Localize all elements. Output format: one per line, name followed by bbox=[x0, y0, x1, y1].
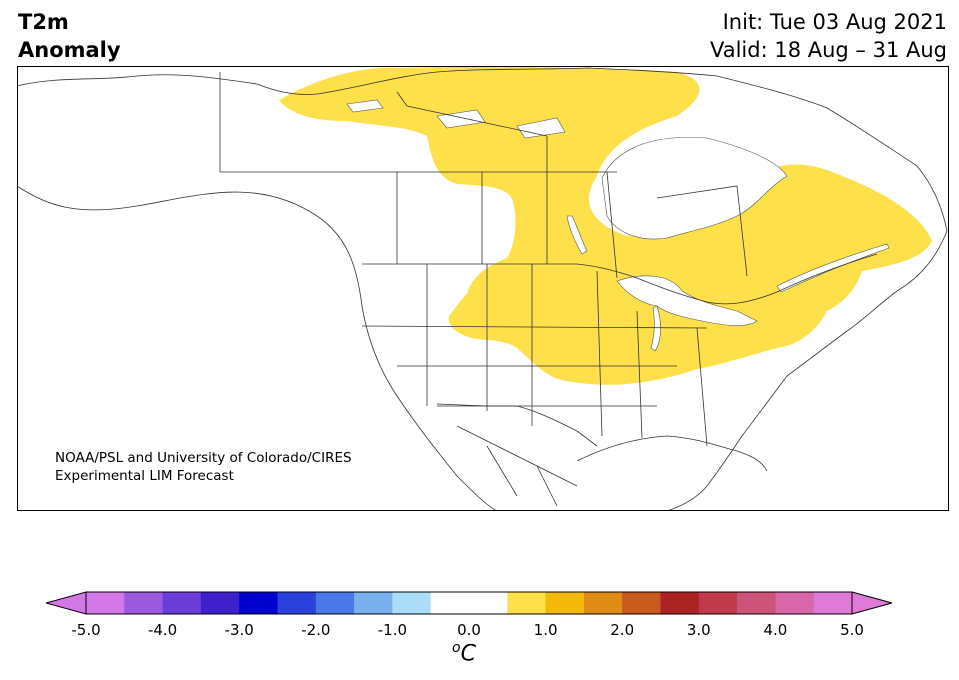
canada-prov-4 bbox=[606, 171, 618, 279]
us-state-col-5 bbox=[636, 310, 643, 439]
colorbar-bins bbox=[86, 592, 853, 614]
colorbar-bin-13 bbox=[583, 592, 623, 614]
colorbar-frame bbox=[85, 591, 853, 615]
anomaly-region-west bbox=[577, 84, 609, 101]
colorbar-bin-3 bbox=[200, 592, 240, 614]
hudson-bay bbox=[601, 137, 788, 240]
northern-lakes-2 bbox=[436, 109, 486, 129]
colorbar-bin-4 bbox=[239, 592, 278, 614]
init-date: Init: Tue 03 Aug 2021 bbox=[722, 10, 947, 34]
colorbar-bin-7 bbox=[354, 592, 393, 614]
title-line-2: Anomaly bbox=[18, 38, 121, 62]
colorbar-bin-19 bbox=[813, 592, 853, 614]
colorbar-bin-2 bbox=[162, 592, 202, 614]
map-frame bbox=[17, 66, 949, 511]
nunavut-line bbox=[396, 91, 548, 137]
colorbar-under-arrow bbox=[46, 591, 87, 615]
lake-michigan bbox=[650, 305, 661, 352]
us-state-row-1 bbox=[361, 325, 708, 329]
colorbar-tick-label: -3.0 bbox=[224, 621, 254, 639]
colorbar-bin-8 bbox=[392, 592, 432, 614]
colorbar-bin-16 bbox=[698, 592, 738, 614]
mexico-states bbox=[456, 425, 578, 507]
valid-period: Valid: 18 Aug – 31 Aug bbox=[709, 38, 947, 62]
plot-title: T2m Anomaly bbox=[18, 8, 121, 64]
colorbar-units: oC bbox=[452, 640, 476, 666]
units-letter: C bbox=[460, 641, 476, 667]
colorbar-tick-label: -1.0 bbox=[377, 621, 408, 639]
anomaly-map bbox=[17, 66, 949, 511]
borders bbox=[17, 67, 948, 511]
coastline-north bbox=[17, 67, 948, 232]
gulf-coast bbox=[576, 435, 768, 472]
degree-symbol: o bbox=[452, 640, 461, 656]
colorbar-bin-1 bbox=[124, 592, 164, 614]
credit-line-1: NOAA/PSL and University of Colorado/CIRE… bbox=[55, 450, 352, 466]
colorbar-tick-label: 4.0 bbox=[763, 621, 788, 639]
lake-winnipeg bbox=[566, 215, 588, 255]
northern-lakes-1 bbox=[346, 99, 384, 113]
us-canada-border bbox=[362, 253, 878, 305]
colorbar-tick-label: -2.0 bbox=[301, 621, 331, 639]
colorbar-bin-14 bbox=[622, 592, 661, 614]
colorbar-bin-10 bbox=[469, 592, 508, 614]
great-lakes bbox=[616, 275, 758, 326]
credit-line-2: Experimental LIM Forecast bbox=[55, 468, 234, 484]
colorbar-bin-5 bbox=[277, 592, 317, 614]
us-state-col-6 bbox=[696, 327, 708, 447]
warm-anomaly-areas bbox=[279, 66, 932, 385]
run-info: Init: Tue 03 Aug 2021 Valid: 18 Aug – 31… bbox=[710, 8, 947, 64]
title-line-1: T2m bbox=[18, 10, 69, 34]
colorbar-over-arrow bbox=[851, 591, 892, 615]
colorbar-tick-label: 5.0 bbox=[840, 621, 864, 639]
anomaly-region-main bbox=[279, 66, 932, 385]
colorbar-tick-label: 2.0 bbox=[610, 621, 635, 639]
colorbar-tick-label: -4.0 bbox=[147, 621, 178, 639]
quebec-line bbox=[656, 185, 748, 277]
colorbar-bin-11 bbox=[507, 592, 547, 614]
colorbar-tick-label: 3.0 bbox=[686, 621, 711, 639]
colorbar-tick-label: 0.0 bbox=[457, 621, 481, 639]
colorbar-bin-17 bbox=[737, 592, 776, 614]
us-state-col-4 bbox=[596, 270, 603, 437]
colorbar bbox=[46, 591, 892, 615]
colorbar-tick-label: -5.0 bbox=[71, 621, 101, 639]
northern-lakes-3 bbox=[516, 117, 566, 139]
colorbar-tick-label: 1.0 bbox=[533, 621, 558, 639]
colorbar-bin-0 bbox=[86, 592, 125, 614]
colorbar-bin-18 bbox=[775, 592, 815, 614]
colorbar-bin-12 bbox=[545, 592, 585, 614]
credit-text: NOAA/PSL and University of Colorado/CIRE… bbox=[55, 449, 352, 485]
anomaly-region-ohio bbox=[572, 364, 602, 381]
colorbar-bin-15 bbox=[660, 592, 700, 614]
colorbar-bin-6 bbox=[315, 592, 355, 614]
coastline-west bbox=[17, 185, 498, 511]
colorbar-bin-9 bbox=[430, 592, 470, 614]
coastline-east bbox=[666, 230, 948, 511]
